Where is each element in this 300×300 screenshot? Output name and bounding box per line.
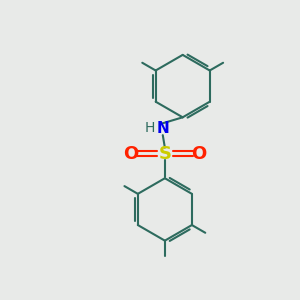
Text: N: N <box>156 121 169 136</box>
Text: O: O <box>123 145 138 163</box>
Text: H: H <box>145 121 155 135</box>
Text: O: O <box>191 145 207 163</box>
Text: S: S <box>158 145 171 163</box>
